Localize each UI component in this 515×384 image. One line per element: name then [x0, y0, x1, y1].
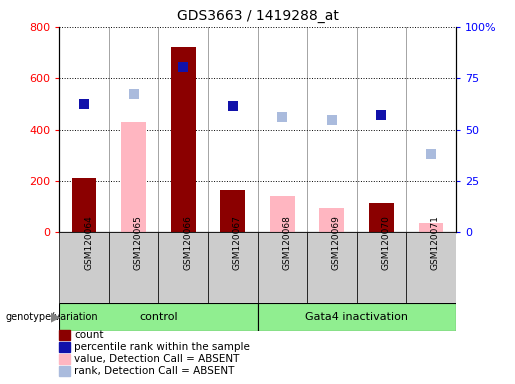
- Text: genotype/variation: genotype/variation: [5, 312, 98, 322]
- Text: GSM120069: GSM120069: [332, 215, 341, 270]
- Bar: [59, 303, 258, 331]
- Bar: [406, 232, 456, 303]
- Bar: [59, 232, 109, 303]
- Text: GSM120065: GSM120065: [133, 215, 143, 270]
- Text: count: count: [74, 330, 104, 340]
- Bar: [356, 232, 406, 303]
- Bar: [121, 122, 146, 232]
- Text: Gata4 inactivation: Gata4 inactivation: [305, 312, 408, 322]
- Bar: [59, 366, 70, 376]
- Title: GDS3663 / 1419288_at: GDS3663 / 1419288_at: [177, 9, 338, 23]
- Text: ▶: ▶: [50, 311, 60, 324]
- Bar: [208, 232, 258, 303]
- Text: value, Detection Call = ABSENT: value, Detection Call = ABSENT: [74, 354, 239, 364]
- Bar: [171, 47, 196, 232]
- Bar: [419, 223, 443, 232]
- Bar: [258, 303, 456, 331]
- Text: GSM120070: GSM120070: [382, 215, 390, 270]
- Bar: [59, 354, 70, 364]
- Text: percentile rank within the sample: percentile rank within the sample: [74, 342, 250, 352]
- Bar: [258, 232, 307, 303]
- Bar: [319, 208, 344, 232]
- Bar: [307, 232, 356, 303]
- Text: control: control: [139, 312, 178, 322]
- Bar: [369, 203, 394, 232]
- Bar: [220, 190, 245, 232]
- Bar: [59, 342, 70, 352]
- Text: GSM120068: GSM120068: [282, 215, 291, 270]
- Text: rank, Detection Call = ABSENT: rank, Detection Call = ABSENT: [74, 366, 234, 376]
- Bar: [158, 232, 208, 303]
- Text: GSM120066: GSM120066: [183, 215, 192, 270]
- Text: GSM120067: GSM120067: [233, 215, 242, 270]
- Bar: [270, 196, 295, 232]
- Text: GSM120071: GSM120071: [431, 215, 440, 270]
- Bar: [59, 330, 70, 340]
- Bar: [72, 179, 96, 232]
- Text: GSM120064: GSM120064: [84, 215, 93, 270]
- Bar: [109, 232, 158, 303]
